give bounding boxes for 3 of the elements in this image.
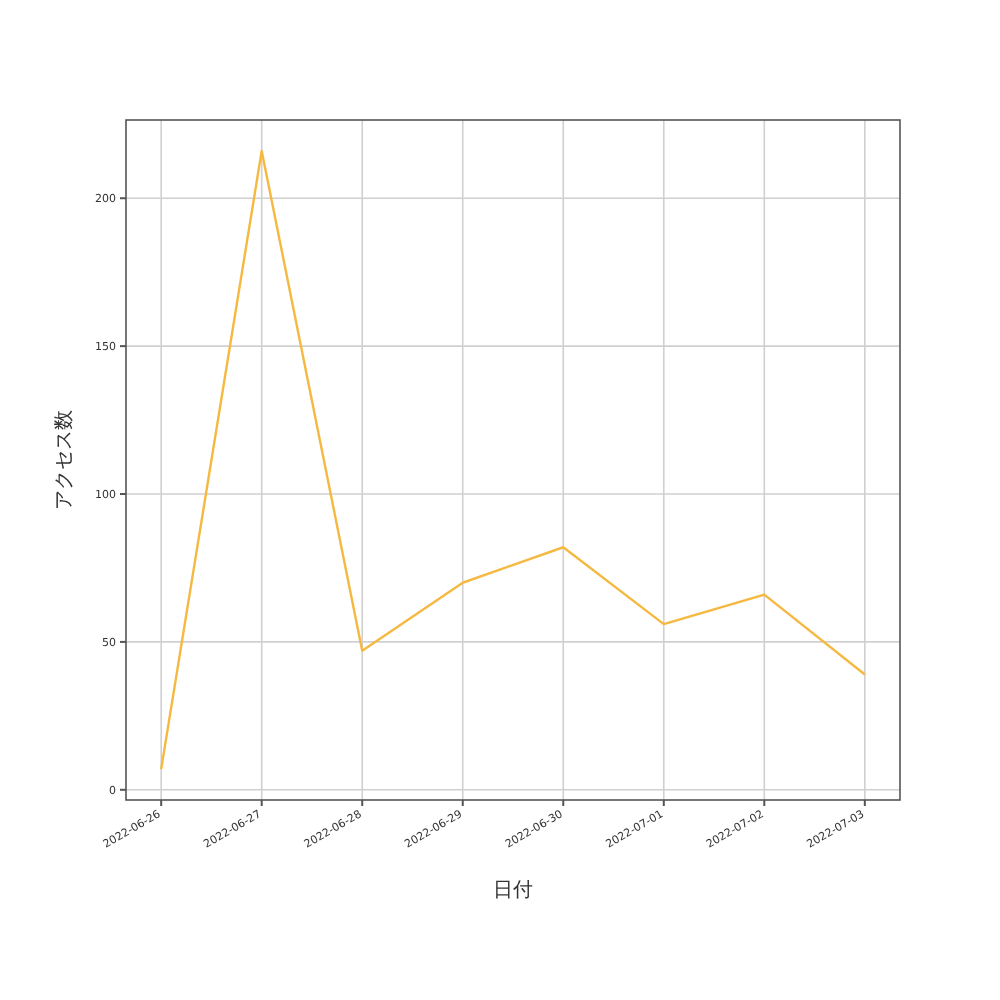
line-series — [159, 149, 867, 771]
y-axis-title: アクセス数 — [54, 410, 76, 510]
x-axis-title: 日付 — [493, 880, 533, 902]
